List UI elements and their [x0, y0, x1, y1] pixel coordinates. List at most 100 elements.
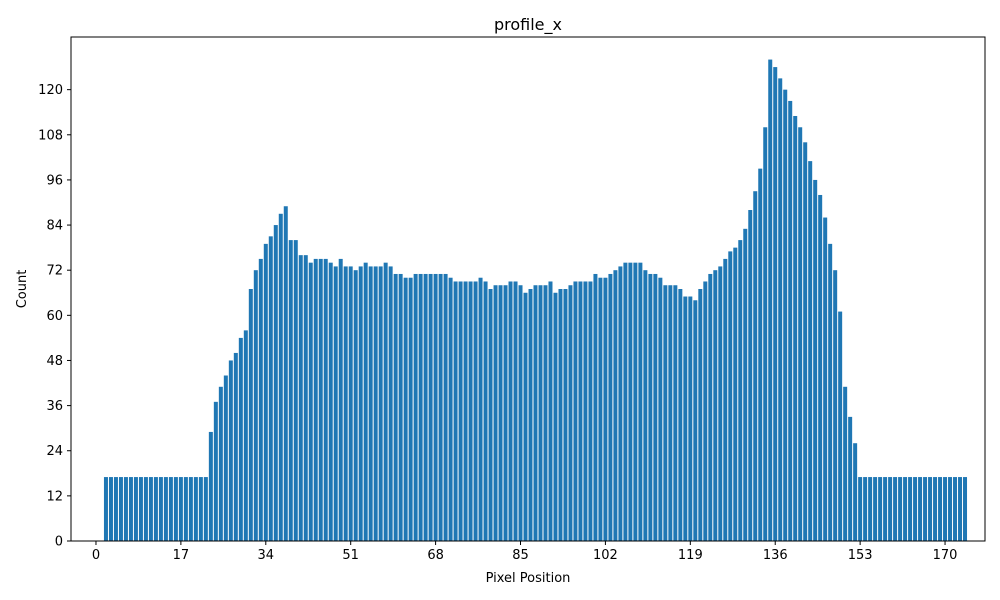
- x-axis-ticks: 0 17 34 51 68 85 102 119 136 153 170: [92, 541, 957, 563]
- bar: [243, 330, 248, 541]
- bar: [738, 240, 743, 541]
- x-tick-label: 17: [173, 548, 190, 563]
- bar: [488, 289, 493, 541]
- bar: [178, 477, 183, 541]
- bar: [298, 255, 303, 541]
- bar: [718, 266, 723, 541]
- bar: [558, 289, 563, 541]
- bar: [828, 243, 833, 541]
- bar: [793, 115, 798, 542]
- bar: [823, 217, 828, 542]
- y-tick-label: 36: [46, 399, 63, 414]
- bar: [893, 477, 898, 541]
- bar: [548, 281, 553, 541]
- bar: [468, 281, 473, 541]
- bar: [633, 262, 638, 541]
- bar: [398, 273, 403, 541]
- bar: [573, 281, 578, 541]
- bar: [258, 258, 263, 541]
- bar: [218, 386, 223, 541]
- bar: [418, 273, 423, 541]
- bar: [228, 360, 233, 541]
- bar: [623, 262, 628, 541]
- bar: [393, 273, 398, 541]
- bar: [508, 281, 513, 541]
- bar: [563, 289, 568, 541]
- bar: [368, 266, 373, 541]
- x-tick-label: 34: [258, 548, 275, 563]
- bar: [463, 281, 468, 541]
- bar: [343, 266, 348, 541]
- bar: [148, 477, 153, 541]
- bar: [723, 258, 728, 541]
- bar: [678, 289, 683, 541]
- bar: [138, 477, 143, 541]
- bar: [153, 477, 158, 541]
- bar: [253, 270, 258, 541]
- bar: [768, 59, 773, 541]
- bar: [918, 477, 923, 541]
- bar: [193, 477, 198, 541]
- bar: [773, 67, 778, 541]
- y-tick-label: 72: [46, 264, 63, 279]
- bar: [313, 258, 318, 541]
- bar: [963, 477, 968, 541]
- bar: [713, 270, 718, 541]
- bar: [673, 285, 678, 541]
- y-axis-ticks: 0 12 24 36 48 60 72 84 96 108 120: [38, 83, 71, 550]
- bar: [428, 273, 433, 541]
- bar: [598, 277, 603, 541]
- bar: [173, 477, 178, 541]
- bar: [478, 277, 483, 541]
- bar: [143, 477, 148, 541]
- bar: [883, 477, 888, 541]
- bar: [938, 477, 943, 541]
- bar: [238, 337, 243, 541]
- bar: [913, 477, 918, 541]
- bar: [383, 262, 388, 541]
- x-tick-label: 85: [512, 548, 529, 563]
- x-tick-label: 51: [342, 548, 359, 563]
- bar: [588, 281, 593, 541]
- x-tick-label: 68: [427, 548, 444, 563]
- bar: [758, 168, 763, 541]
- bar: [613, 270, 618, 541]
- x-axis-label: Pixel Position: [486, 571, 571, 586]
- x-tick-label: 136: [763, 548, 788, 563]
- bar: [188, 477, 193, 541]
- bar: [523, 292, 528, 541]
- bar: [888, 477, 893, 541]
- bar: [108, 477, 113, 541]
- bar: [628, 262, 633, 541]
- y-tick-label: 12: [46, 489, 63, 504]
- bar: [803, 142, 808, 541]
- y-tick-label: 24: [46, 444, 63, 459]
- bar: [483, 281, 488, 541]
- bar: [903, 477, 908, 541]
- bar: [603, 277, 608, 541]
- bar: [248, 289, 253, 541]
- bar: [838, 311, 843, 541]
- x-tick-label: 0: [92, 548, 100, 563]
- bar: [933, 477, 938, 541]
- bar: [868, 477, 873, 541]
- bar: [843, 386, 848, 541]
- bar: [763, 127, 768, 542]
- bar: [683, 296, 688, 541]
- y-tick-label: 108: [38, 128, 63, 143]
- bar: [293, 240, 298, 541]
- bar: [128, 477, 133, 541]
- bar: [653, 273, 658, 541]
- bar: [323, 258, 328, 541]
- bar: [748, 210, 753, 541]
- bar: [833, 270, 838, 541]
- bar: [533, 285, 538, 541]
- bar: [853, 443, 858, 541]
- bar: [453, 281, 458, 541]
- bar: [198, 477, 203, 541]
- bar: [538, 285, 543, 541]
- bar: [733, 247, 738, 541]
- bar: [668, 285, 673, 541]
- x-tick-label: 102: [593, 548, 618, 563]
- bar: [898, 477, 903, 541]
